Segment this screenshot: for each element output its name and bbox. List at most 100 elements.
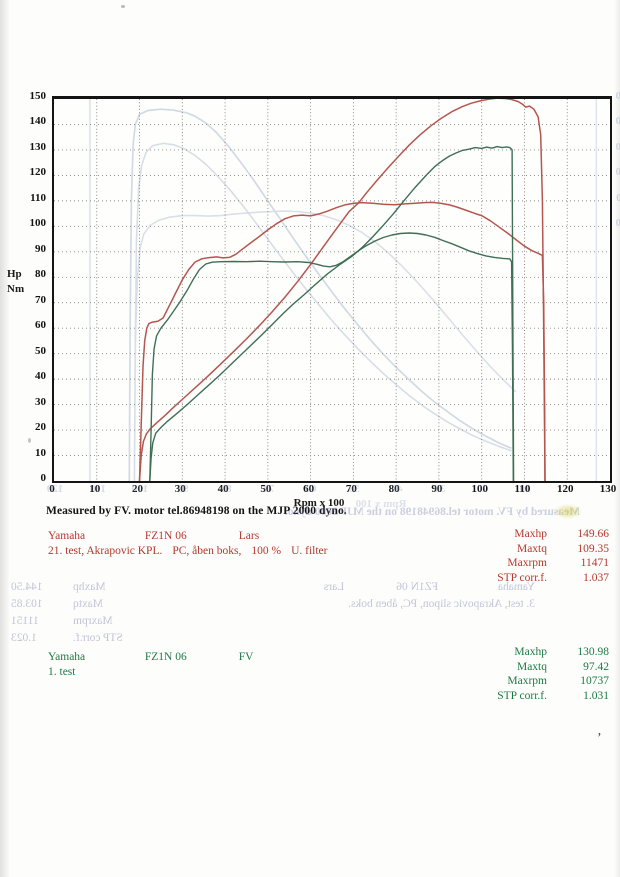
run-red-model: FZ1N 06 <box>144 530 187 542</box>
bleed-stats: Maxhp 144.50 Maxtq 103.85 Maxrpm 11151 STP cor… <box>11 579 163 647</box>
stat-label: Maxhp <box>514 528 547 540</box>
run-red-header: Yamaha FZ1N 06 Lars <box>48 529 327 544</box>
stray-pen-mark: ’ <box>597 731 602 746</box>
run-detail-segment: 1. test <box>48 665 76 678</box>
stat-row: Maxrpm 11151 <box>11 613 163 630</box>
run-detail-segment: 100 % <box>251 544 282 557</box>
bleed-x-tick-label: 100 <box>132 483 149 495</box>
y-tick-label: 70 <box>35 293 46 306</box>
stat-label: Maxtq <box>73 598 104 610</box>
run-red-brand: Yamaha <box>48 530 86 542</box>
stat-row: Maxhp 130.98 <box>457 645 609 660</box>
run-green-operator: FV <box>238 651 254 663</box>
bleed-curve <box>128 108 512 481</box>
stat-row: Maxtq 109.35 <box>457 542 609 557</box>
yellow-smudge-artifact <box>556 505 580 518</box>
y-tick-label: 120 <box>29 166 47 179</box>
bleed-x-tick-label: 70 <box>263 483 275 495</box>
x-tick-label: 0 <box>49 483 55 495</box>
plot-area <box>52 96 612 483</box>
dyno-curve <box>149 232 514 481</box>
stat-label: STP corr.f. <box>497 689 547 702</box>
scan-speck <box>28 438 31 443</box>
x-tick-label: 100 <box>471 483 488 495</box>
y-tick-label: 50 <box>35 344 46 357</box>
bleed-brand: Yamaha <box>497 581 535 593</box>
y-tick-label: 20 <box>35 421 46 434</box>
bleed-x-tick-label: 20 <box>476 483 488 495</box>
stat-label: Maxrpm <box>507 557 547 569</box>
stat-row: Maxhp 144.50 <box>11 579 163 596</box>
measured-by-line: Measured by FV. motor tel.86948198 on th… <box>46 505 347 517</box>
bleed-x-tick-label: 50 <box>348 483 360 495</box>
stat-label: Maxhp <box>514 646 547 658</box>
y-tick-label: 140 <box>29 115 47 128</box>
y-axis-unit-hp: Hp <box>7 268 22 280</box>
bleed-x-tick-label: 80 <box>220 483 232 495</box>
y-tick-label: 10 <box>35 446 46 459</box>
x-tick-label: 60 <box>303 483 315 495</box>
bleed-x-tick-label: 120 <box>46 483 64 495</box>
stat-row: Maxtq 103.85 <box>11 596 163 613</box>
run-green-stats: Maxhp 130.98 Maxtq 97.42 Maxrpm 10737 STP corr… <box>457 645 609 703</box>
stat-row: STP corr.f. 1.031 <box>457 689 609 704</box>
stat-value: 1.023 <box>11 632 37 644</box>
bleed-measured-line-mirror: Measured by FV. motor tel.86948198 on th… <box>284 506 580 518</box>
stat-value: 11151 <box>11 615 39 627</box>
y-tick-label: 30 <box>35 395 46 408</box>
x-tick-label: 10 <box>89 483 101 495</box>
y-tick-label: 60 <box>35 319 46 332</box>
stat-label: Maxrpm <box>73 615 113 627</box>
y-tick-label: 40 <box>35 370 46 383</box>
bleed-run-header: Yamaha FZ1N 06 Lars 3. test, Akrapovic s… <box>324 579 535 613</box>
stat-label: Maxrpm <box>507 675 547 687</box>
stat-value: 97.42 <box>583 660 609 673</box>
stat-row: Maxtq 97.42 <box>457 660 609 675</box>
scan-speck <box>121 5 125 8</box>
x-tick-label: 30 <box>174 483 186 495</box>
y-tick-label: 150 <box>29 90 47 102</box>
x-tick-label: 90 <box>431 483 443 495</box>
bleed-model: FZ1N 06 <box>396 581 439 593</box>
run-green-header: Yamaha FZ1N 06 FV <box>48 650 253 665</box>
run-red-text-block: Yamaha FZ1N 06 Lars 21. test, Akrapovic … <box>48 529 327 558</box>
stat-label: Maxtq <box>516 660 547 673</box>
dyno-curve <box>149 145 515 481</box>
bleed-x-tick-label: 10 <box>519 483 531 495</box>
y-tick-label: 90 <box>35 242 46 255</box>
bleed-x-tick-label: 90 <box>177 483 189 495</box>
run-green-detail-line: 1. test <box>48 665 253 680</box>
run-detail-segment: U. filter <box>291 544 328 557</box>
x-tick-label: 120 <box>556 483 574 495</box>
bleed-operator: Lars <box>323 581 345 593</box>
stat-value: 149.66 <box>577 528 609 540</box>
x-tick-label: 40 <box>217 483 229 495</box>
bleed-curve <box>133 142 512 481</box>
stat-row: STP corr.f. 1.023 <box>11 630 163 647</box>
y-tick-label: 0 <box>40 472 47 484</box>
dyno-curve <box>138 99 546 481</box>
x-tick-label: 70 <box>345 483 357 495</box>
run-detail-segment: 21. test, Akrapovic KPL. <box>48 544 163 557</box>
stat-row: Maxrpm 11471 <box>457 556 609 571</box>
stat-label: Maxtq <box>516 542 547 555</box>
y-tick-label: 100 <box>29 217 47 230</box>
run-red-stats: Maxhp 149.66 Maxtq 109.35 Maxrpm 11471 STP cor… <box>457 527 609 585</box>
x-axis-title: Rpm x 100 <box>293 497 345 509</box>
stat-value: 109.35 <box>577 542 609 555</box>
y-tick-label: 110 <box>30 191 46 204</box>
bleed-x-tick-label: 30 <box>434 483 446 495</box>
curves-canvas <box>54 99 610 481</box>
stat-value: 10737 <box>580 675 609 687</box>
x-tick-label: 20 <box>132 483 144 495</box>
bleed-curve <box>134 210 517 393</box>
stat-value: 1.037 <box>583 571 609 584</box>
x-tick-label: 130 <box>599 483 617 495</box>
stat-row: STP corr.f. 1.037 <box>457 571 609 586</box>
y-axis-unit-nm: Nm <box>7 283 25 295</box>
stat-row: Maxrpm 10737 <box>457 674 609 689</box>
stat-value: 144.50 <box>11 581 43 593</box>
stat-label: STP corr.f. <box>73 632 123 644</box>
run-green-brand: Yamaha <box>48 651 86 663</box>
